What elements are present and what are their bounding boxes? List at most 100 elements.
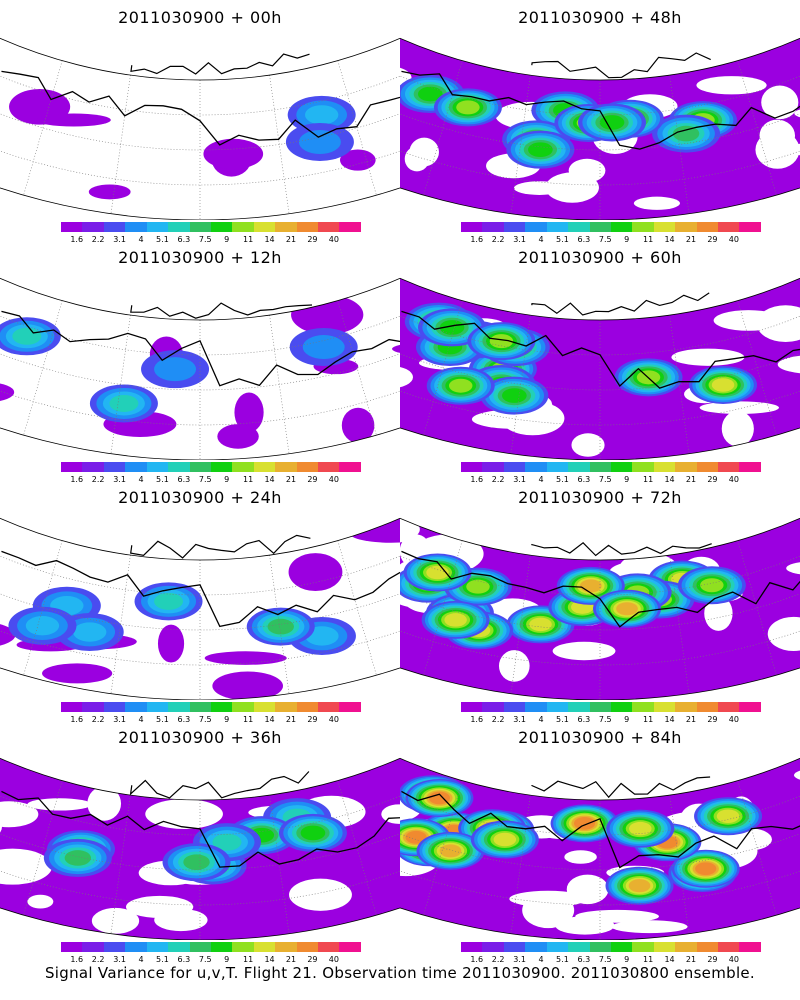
colorbar-label: 1.6 — [70, 955, 84, 964]
contour-level — [109, 394, 139, 412]
map-panel-60h: 2011030900 + 60h 1.6 2.2 3.1 4 5.1 6.3 7.5 9 11 1… — [400, 240, 800, 490]
colorbar — [461, 702, 761, 712]
colorbar-swatch — [296, 462, 319, 472]
contour-blob — [755, 130, 800, 169]
colorbar-swatch — [482, 702, 504, 712]
contour-level — [493, 832, 517, 847]
colorbar-swatch — [739, 942, 761, 952]
colorbar-label: 7.5 — [598, 235, 612, 244]
colorbar-swatch — [253, 942, 276, 952]
colorbar-swatch — [739, 222, 761, 232]
colorbar-label: 29 — [707, 955, 718, 964]
contour-blob — [27, 798, 92, 811]
contour-level — [439, 320, 465, 335]
colorbar-labels: 1.6 2.2 3.1 4 5.1 6.3 7.5 9 11 14 21 29 40 — [55, 955, 375, 967]
colorbar-swatch — [339, 462, 361, 472]
colorbar-label: 7.5 — [598, 955, 612, 964]
meridian — [423, 300, 463, 436]
panel-title: 2011030900 + 84h — [518, 728, 682, 747]
colorbar-swatch — [210, 702, 233, 712]
panel-title: 2011030900 + 24h — [118, 488, 282, 507]
meridian — [423, 60, 463, 196]
polar-map — [400, 261, 800, 460]
contour-blob — [292, 554, 331, 591]
colorbar-swatch — [125, 702, 147, 712]
colorbar-label: 21 — [285, 475, 297, 484]
contour-blob — [555, 916, 615, 935]
colorbar-label: 21 — [685, 715, 697, 724]
colorbar-labels: 1.6 2.2 3.1 4 5.1 6.3 7.5 9 11 14 21 29 40 — [55, 235, 375, 247]
contour-level — [12, 327, 42, 345]
colorbar-swatch — [168, 222, 190, 232]
coastline — [130, 302, 313, 319]
colorbar-swatch — [103, 222, 126, 232]
polar-map — [0, 37, 400, 220]
colorbar-swatch — [461, 462, 483, 472]
colorbar-label: 21 — [285, 955, 297, 964]
contour-blob — [713, 310, 784, 331]
colorbar-swatch — [739, 702, 761, 712]
map-border — [0, 277, 400, 460]
colorbar-label: 4 — [138, 475, 144, 484]
parallel — [0, 315, 400, 356]
colorbar-label: 29 — [307, 235, 318, 244]
colorbar-swatch — [525, 702, 547, 712]
colorbar-swatch — [610, 702, 633, 712]
contour-blob — [671, 348, 745, 366]
contour-blob — [696, 76, 767, 95]
contour-blob — [0, 382, 15, 402]
coastline — [1, 310, 400, 387]
contour-blob — [0, 801, 39, 828]
colorbar — [461, 942, 761, 952]
colorbar-label: 6.3 — [177, 955, 191, 964]
polar-map — [0, 512, 400, 700]
map-panel-12h: 2011030900 + 12h 1.6 2.2 3.1 4 5.1 6.3 7.5 9 11 1… — [0, 240, 400, 490]
colorbar-label: 5.1 — [556, 475, 569, 484]
contour-level — [305, 105, 339, 125]
contour-blob — [91, 907, 140, 934]
contour-level — [73, 622, 107, 642]
colorbar-label: 1.6 — [470, 715, 484, 724]
colorbar-swatch — [503, 942, 526, 952]
meridian — [337, 540, 377, 676]
colorbar-swatch — [339, 702, 361, 712]
contour-blob — [87, 786, 122, 821]
colorbar-label: 29 — [707, 235, 718, 244]
colorbar-swatch — [653, 222, 676, 232]
colorbar-label: 3.1 — [113, 955, 126, 964]
colorbar-swatch — [189, 942, 211, 952]
colorbar-swatch — [589, 462, 611, 472]
coastline — [130, 53, 310, 75]
map-panel-24h: 2011030900 + 24h 1.6 2.2 3.1 4 5.1 6.3 7.5 9 11 1… — [0, 480, 400, 730]
colorbar-swatch — [632, 702, 654, 712]
contour-level — [25, 616, 60, 636]
colorbar-label: 3.1 — [513, 955, 526, 964]
map-border — [400, 517, 800, 700]
colorbar-swatch — [675, 222, 697, 232]
contour-level — [528, 142, 553, 158]
parallel — [400, 555, 800, 596]
contour-blob — [349, 524, 400, 543]
colorbar-swatch — [589, 222, 611, 232]
contour-level — [456, 100, 480, 115]
panel-title: 2011030900 + 12h — [118, 248, 282, 267]
colorbar-label: 7.5 — [198, 715, 212, 724]
meridian — [23, 300, 63, 436]
colorbar-label: 9 — [624, 235, 630, 244]
panel-title: 2011030900 + 60h — [518, 248, 682, 267]
colorbar-label: 29 — [707, 475, 718, 484]
contour-level — [183, 854, 210, 870]
coastline — [1, 790, 400, 868]
colorbar-swatch — [168, 702, 190, 712]
parallel — [0, 75, 400, 116]
contour-blob — [289, 878, 352, 911]
map-border — [400, 37, 800, 220]
colorbar-swatch — [461, 942, 483, 952]
colorbar-label: 11 — [243, 715, 254, 724]
contour-blob — [699, 401, 779, 415]
panel-title: 2011030900 + 48h — [518, 8, 682, 27]
contour-level — [154, 357, 197, 382]
colorbar-label: 1.6 — [470, 235, 484, 244]
colorbar-label: 14 — [264, 475, 275, 484]
polar-map — [0, 741, 400, 940]
